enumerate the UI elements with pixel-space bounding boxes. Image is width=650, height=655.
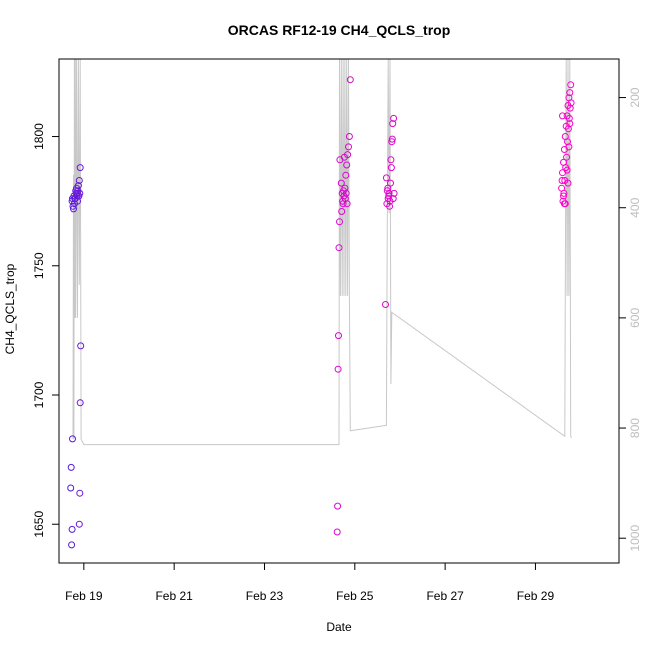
data-point: [70, 205, 77, 213]
data-point: [338, 208, 346, 215]
data-point: [388, 138, 396, 146]
y-axis: 1650 1700 1750 1800: [32, 123, 59, 538]
data-point: [560, 192, 567, 200]
data-point: [389, 120, 397, 128]
data-point: [76, 489, 84, 497]
data-point: [560, 200, 568, 208]
data-point: [564, 125, 572, 133]
data-point: [337, 179, 345, 187]
data-point: [340, 153, 348, 161]
data-point: [67, 484, 75, 492]
data-point: [387, 179, 394, 187]
pressure-trace-line: [72, 58, 573, 446]
data-point: [345, 143, 352, 151]
x-tick-label: Feb 19: [65, 589, 103, 603]
data-point: [343, 161, 351, 169]
data-point: [390, 114, 398, 122]
data-point: [387, 156, 395, 164]
data-point: [382, 301, 389, 308]
y2-axis: 200 400 600 800 1000: [619, 87, 642, 552]
x-axis: Feb 19 Feb 21 Feb 23 Feb 25 Feb 27 Feb 29: [65, 562, 555, 603]
data-point: [69, 435, 76, 443]
data-point: [386, 202, 394, 210]
x-tick-label: Feb 21: [155, 589, 193, 603]
data-point: [566, 120, 574, 128]
x-tick-label: Feb 29: [517, 589, 555, 603]
y-tick-label: 1650: [32, 511, 46, 538]
data-point: [390, 189, 398, 197]
data-point: [389, 195, 397, 203]
chart-title: ORCAS RF12-19 CH4_QCLS_trop: [228, 22, 451, 38]
x-tick-label: Feb 23: [246, 589, 284, 603]
data-point: [566, 104, 574, 112]
data-point: [563, 166, 571, 174]
y-tick-label: 1800: [32, 123, 46, 150]
data-point: [560, 189, 568, 197]
data-point: [385, 189, 393, 197]
plot-layer: [67, 58, 575, 549]
data-point: [74, 182, 82, 190]
y2-tick-label: 200: [628, 87, 642, 107]
data-point: [76, 189, 84, 197]
y2-tick-label: 400: [628, 197, 642, 217]
data-point: [565, 114, 573, 122]
data-point: [566, 89, 574, 97]
data-point: [564, 179, 572, 187]
data-point: [342, 189, 350, 197]
data-point: [74, 197, 81, 205]
data-point: [387, 164, 395, 172]
data-point: [335, 332, 342, 340]
data-point: [563, 153, 571, 161]
data-point: [565, 143, 573, 151]
data-point: [75, 520, 83, 528]
data-point: [382, 174, 390, 182]
data-point: [342, 171, 350, 179]
y2-tick-label: 1000: [628, 525, 642, 552]
data-point: [567, 99, 575, 107]
data-point: [388, 135, 396, 143]
x-tick-label: Feb 27: [426, 589, 464, 603]
data-point: [334, 502, 342, 510]
data-point: [76, 164, 84, 172]
data-point: [343, 200, 351, 208]
data-point: [336, 218, 343, 226]
data-point: [334, 365, 342, 373]
data-point: [333, 528, 341, 536]
y-axis-label: CH4_QCLS_trop: [3, 263, 17, 354]
data-point: [564, 138, 571, 146]
data-point: [67, 463, 75, 471]
x-tick-label: Feb 25: [336, 589, 374, 603]
data-point: [567, 81, 575, 89]
data-point: [346, 76, 354, 84]
data-point: [345, 133, 353, 140]
y-tick-label: 1750: [32, 252, 46, 279]
data-point: [559, 112, 566, 120]
x-axis-label: Date: [326, 620, 352, 634]
data-point: [335, 244, 343, 252]
data-point: [75, 177, 83, 184]
data-point: [77, 342, 85, 350]
data-point: [68, 541, 76, 549]
y2-tick-label: 600: [628, 308, 642, 328]
y2-tick-label: 800: [628, 418, 642, 438]
data-point: [68, 525, 76, 533]
data-point: [558, 177, 566, 184]
data-point: [76, 399, 84, 407]
y-tick-label: 1700: [32, 381, 46, 408]
